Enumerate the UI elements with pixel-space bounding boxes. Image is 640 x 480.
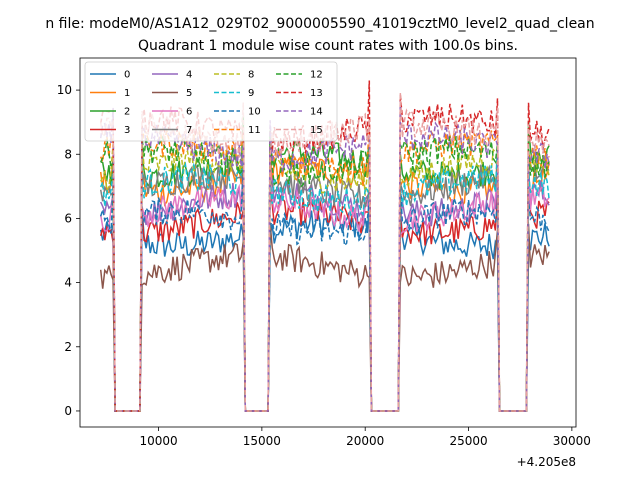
plot-frame xyxy=(79,57,577,428)
series-line-6 xyxy=(99,159,550,412)
y-tick-label: 6 xyxy=(64,211,72,225)
y-tick-label: 0 xyxy=(64,404,72,418)
y-tick-label: 4 xyxy=(64,276,72,290)
series-line-10 xyxy=(99,170,550,412)
y-axis: 0 2 4 6 8 10 xyxy=(57,83,80,418)
legend-label-1: 1 xyxy=(124,88,130,99)
series-line-5 xyxy=(99,222,550,412)
series-line-7 xyxy=(99,157,550,412)
legend-label-13: 13 xyxy=(310,88,323,99)
legend-label-10: 10 xyxy=(248,107,261,118)
legend-label-2: 2 xyxy=(124,107,130,118)
x-axis-offset-label: +4.205e8 xyxy=(517,455,576,469)
legend-label-15: 15 xyxy=(310,125,323,136)
legend-label-4: 4 xyxy=(186,70,192,81)
series-line-0 xyxy=(99,203,550,412)
y-tick-label: 10 xyxy=(57,83,72,97)
legend-label-8: 8 xyxy=(248,70,254,81)
series-line-9 xyxy=(100,146,550,412)
x-tick-label: 25000 xyxy=(449,434,487,448)
x-tick-label: 10000 xyxy=(139,434,177,448)
x-tick-label: 20000 xyxy=(346,434,384,448)
legend-frame xyxy=(84,61,338,142)
y-tick-label: 2 xyxy=(64,340,72,354)
series-line-8 xyxy=(100,133,550,412)
x-axis: 10000 15000 20000 25000 30000 xyxy=(139,427,591,448)
legend-label-9: 9 xyxy=(248,88,254,99)
legend-label-7: 7 xyxy=(186,125,192,136)
legend-label-14: 14 xyxy=(310,107,323,118)
legend-label-5: 5 xyxy=(186,88,192,99)
legend-label-3: 3 xyxy=(124,125,130,136)
legend-label-6: 6 xyxy=(186,107,192,118)
chart-suptitle: n file: modeM0/AS1A12_029T02_9000005590_… xyxy=(45,16,594,32)
legend-label-11: 11 xyxy=(248,125,261,136)
x-tick-label: 30000 xyxy=(553,434,591,448)
legend-label-0: 0 xyxy=(124,70,130,81)
x-tick-label: 15000 xyxy=(243,434,281,448)
y-tick-label: 8 xyxy=(64,147,72,161)
chart-title: Quadrant 1 module wise count rates with … xyxy=(138,38,518,54)
legend-label-12: 12 xyxy=(310,70,323,81)
